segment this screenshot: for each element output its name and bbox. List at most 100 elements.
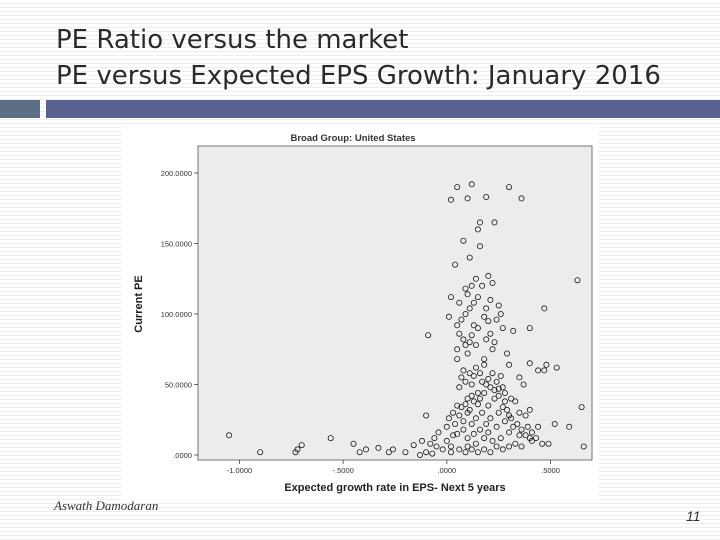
data-point bbox=[506, 184, 513, 191]
data-point bbox=[439, 446, 446, 453]
data-point bbox=[485, 272, 492, 279]
data-point bbox=[460, 336, 467, 343]
data-point bbox=[510, 423, 517, 430]
scatter-chart-svg: Broad Group: United States .0000 50.0000 1… bbox=[133, 133, 593, 494]
data-point bbox=[350, 440, 357, 447]
data-point bbox=[489, 370, 496, 377]
data-point bbox=[454, 322, 461, 329]
data-point bbox=[226, 432, 233, 439]
data-point bbox=[483, 336, 490, 343]
data-point bbox=[489, 437, 496, 444]
data-point bbox=[292, 449, 299, 456]
data-point bbox=[499, 404, 506, 411]
chart-title: Broad Group: United States bbox=[290, 133, 415, 144]
data-point bbox=[491, 395, 498, 402]
data-point bbox=[460, 367, 467, 374]
data-point bbox=[433, 443, 440, 450]
data-point bbox=[474, 226, 481, 233]
data-point bbox=[474, 294, 481, 301]
data-point bbox=[508, 395, 515, 402]
data-point bbox=[427, 440, 434, 447]
data-point bbox=[468, 381, 475, 388]
data-point bbox=[458, 316, 465, 323]
data-point bbox=[495, 392, 502, 399]
data-point bbox=[425, 332, 432, 339]
data-point bbox=[385, 449, 392, 456]
data-point bbox=[445, 313, 452, 320]
y-axis: .0000 50.0000 100.0000 150.0000 200.0000 bbox=[161, 169, 198, 460]
y-tick-label: 200.0000 bbox=[161, 169, 192, 178]
data-point bbox=[468, 392, 475, 399]
data-point bbox=[466, 370, 473, 377]
data-point bbox=[464, 395, 471, 402]
data-point bbox=[450, 432, 457, 439]
data-point bbox=[489, 279, 496, 286]
data-point bbox=[506, 443, 513, 450]
data-point bbox=[443, 423, 450, 430]
slide-title: PE Ratio versus the market PE versus Exp… bbox=[56, 22, 696, 94]
data-point bbox=[516, 409, 523, 416]
data-point bbox=[464, 350, 471, 357]
author-name: Aswath Damodaran bbox=[54, 498, 159, 513]
data-point bbox=[474, 401, 481, 408]
data-point bbox=[580, 443, 587, 450]
data-point bbox=[485, 402, 492, 409]
data-point bbox=[493, 423, 500, 430]
data-point bbox=[497, 435, 504, 442]
data-point bbox=[470, 322, 477, 329]
y-tick-label: 150.0000 bbox=[161, 240, 192, 249]
data-point bbox=[418, 437, 425, 444]
data-point bbox=[481, 446, 488, 453]
data-point bbox=[483, 194, 490, 201]
data-point bbox=[481, 361, 488, 368]
data-point bbox=[456, 330, 463, 337]
data-point bbox=[493, 443, 500, 450]
y-axis-label: Current PE bbox=[133, 275, 145, 332]
data-point bbox=[541, 367, 548, 374]
x-tick-label: -.5000 bbox=[333, 466, 354, 475]
data-point bbox=[553, 364, 560, 371]
data-point bbox=[518, 426, 525, 433]
data-point bbox=[458, 404, 465, 411]
data-point bbox=[487, 330, 494, 337]
data-point bbox=[389, 446, 396, 453]
data-point bbox=[512, 398, 519, 405]
data-point bbox=[445, 415, 452, 422]
data-point bbox=[362, 446, 369, 453]
data-point bbox=[506, 429, 513, 436]
data-point bbox=[543, 361, 550, 368]
data-point bbox=[468, 282, 475, 289]
scatter-chart: Broad Group: United States .0000 50.0000 1… bbox=[122, 124, 598, 500]
data-point bbox=[462, 401, 469, 408]
data-point bbox=[450, 409, 457, 416]
data-point bbox=[491, 339, 498, 346]
data-point bbox=[528, 429, 535, 436]
data-point bbox=[472, 415, 479, 422]
data-point bbox=[462, 378, 469, 385]
slide-title-line-1: PE Ratio versus the market bbox=[56, 25, 409, 55]
data-point bbox=[508, 415, 515, 422]
accent-bar-right bbox=[46, 100, 720, 118]
data-point bbox=[452, 261, 459, 268]
data-point bbox=[526, 406, 533, 413]
data-point bbox=[499, 384, 506, 391]
x-axis-label: Expected growth rate in EPS- Next 5 year… bbox=[284, 482, 505, 494]
data-point bbox=[495, 385, 502, 392]
data-point bbox=[497, 372, 504, 379]
data-point bbox=[495, 409, 502, 416]
data-point bbox=[454, 346, 461, 353]
data-point bbox=[464, 435, 471, 442]
data-point bbox=[474, 449, 481, 456]
data-point bbox=[429, 450, 436, 457]
data-point bbox=[485, 375, 492, 382]
x-axis: -1.0000 -.5000 .0000 .5000 bbox=[227, 460, 560, 475]
data-point bbox=[423, 412, 430, 419]
data-point bbox=[487, 415, 494, 422]
data-point bbox=[501, 398, 508, 405]
data-point bbox=[472, 275, 479, 282]
data-point bbox=[499, 446, 506, 453]
data-point bbox=[454, 184, 461, 191]
data-point bbox=[512, 440, 519, 447]
data-point bbox=[493, 378, 500, 385]
data-point bbox=[518, 195, 525, 202]
